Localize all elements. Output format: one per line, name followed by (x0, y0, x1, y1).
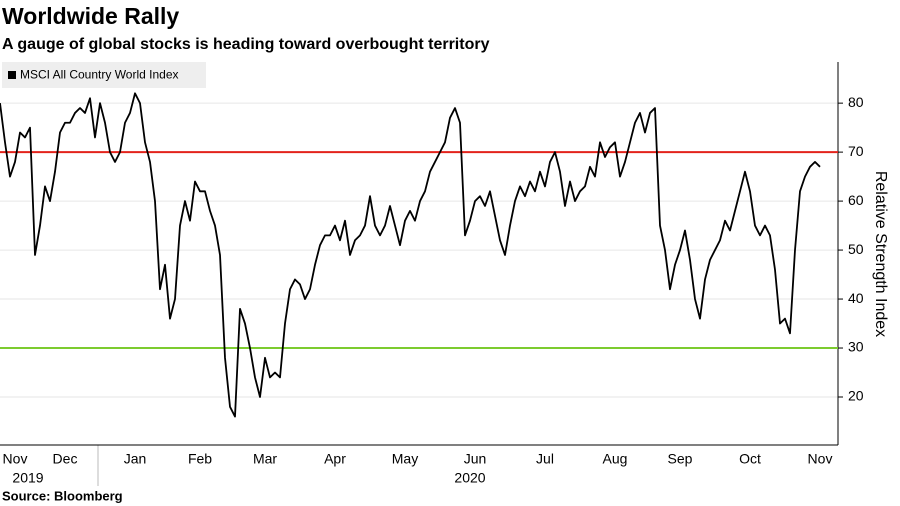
y-tick-label: 30 (848, 339, 864, 355)
x-tick-label: Jan (124, 451, 147, 467)
x-tick-label: Mar (253, 451, 277, 467)
x-tick-label: Jun (464, 451, 487, 467)
legend-box (2, 62, 206, 88)
x-tick-label: Nov (808, 451, 833, 467)
y-tick-label: 80 (848, 94, 864, 110)
year-label: 2020 (454, 470, 485, 486)
legend-swatch (8, 71, 16, 79)
legend-label: MSCI All Country World Index (20, 68, 179, 82)
x-tick-label: Aug (603, 451, 628, 467)
x-tick-label: May (392, 451, 418, 467)
x-tick-label: Apr (324, 451, 346, 467)
chart-title: Worldwide Rally (2, 3, 179, 29)
x-tick-label: Sep (668, 451, 693, 467)
y-tick-label: 40 (848, 290, 864, 306)
x-tick-label: Jul (536, 451, 554, 467)
x-tick-label: Feb (188, 451, 212, 467)
x-tick-label: Oct (739, 451, 761, 467)
line-series (0, 92, 821, 418)
y-axis-label: Relative Strength Index (872, 171, 889, 337)
y-tick-label: 50 (848, 241, 864, 257)
y-tick-label: 20 (848, 388, 864, 404)
source: Source: Bloomberg (2, 488, 123, 503)
x-tick-label: Dec (53, 451, 78, 467)
y-tick-label: 60 (848, 192, 864, 208)
year-label: 2019 (12, 470, 43, 486)
y-tick-label: 70 (848, 143, 864, 159)
x-tick-label: Nov (3, 451, 28, 467)
chart-subtitle: A gauge of global stocks is heading towa… (2, 36, 490, 53)
